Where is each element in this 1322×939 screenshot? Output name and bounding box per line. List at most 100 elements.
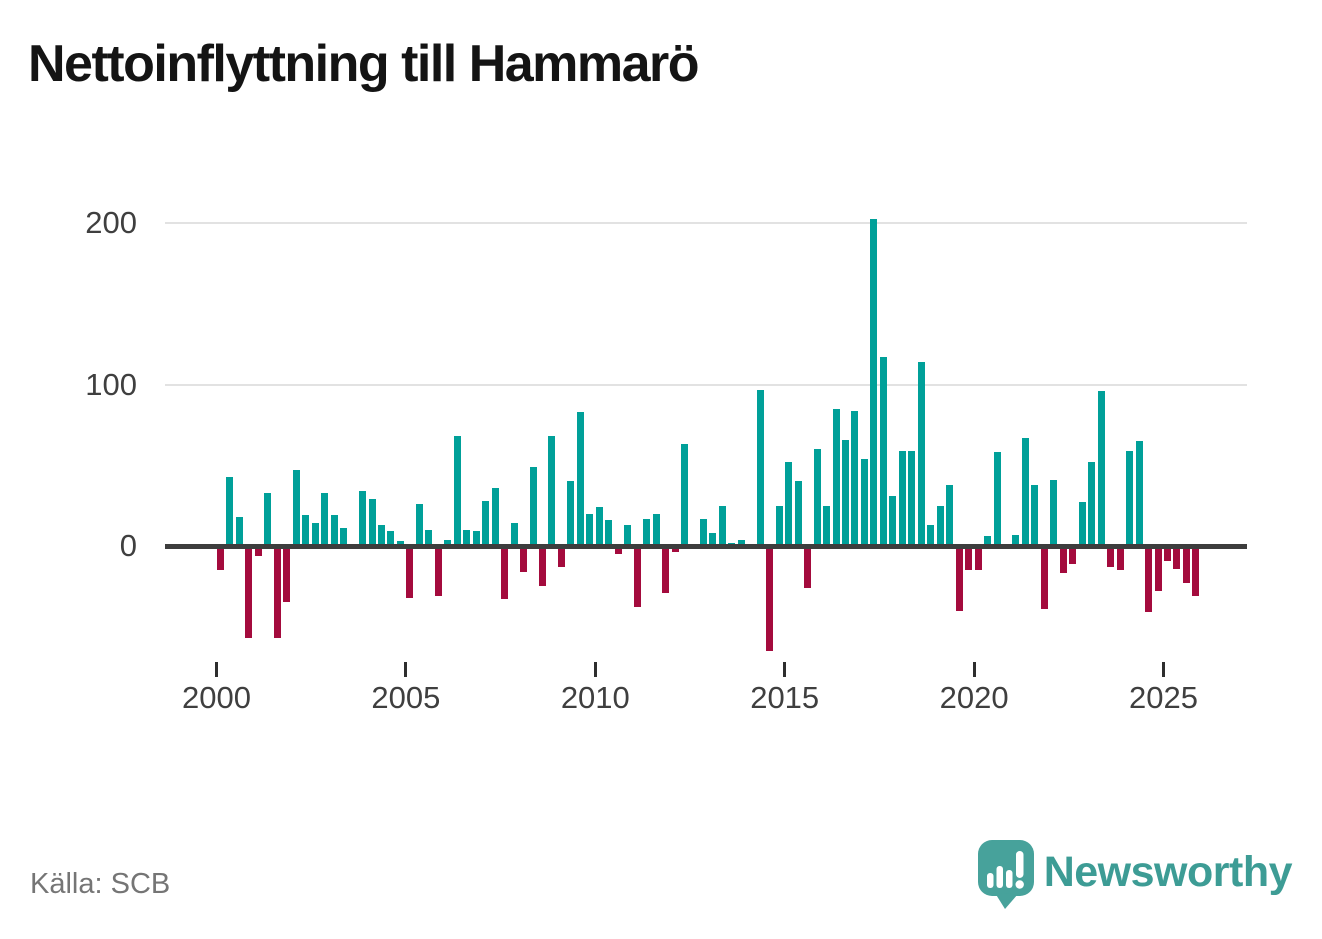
bar-2006-Q4 xyxy=(472,531,480,546)
bar-2007-Q4 xyxy=(510,523,518,546)
y-axis-label-0: 0 xyxy=(119,528,137,563)
y-axis-label-200: 200 xyxy=(85,205,137,241)
bar-2002-Q3 xyxy=(311,523,319,546)
source-caption: Källa: SCB xyxy=(30,868,171,900)
bar-2003-Q2 xyxy=(340,528,348,546)
bar-2008-Q3 xyxy=(538,546,546,587)
bar-2017-Q3 xyxy=(879,357,887,546)
x-tick-2005 xyxy=(404,662,408,677)
bar-2021-Q1 xyxy=(1012,534,1020,546)
newsworthy-logo: Newsworthy xyxy=(977,839,1293,916)
bar-2022-Q4 xyxy=(1078,502,1086,546)
bar-2008-Q4 xyxy=(548,436,556,546)
bar-2000-Q3 xyxy=(235,516,243,546)
bar-2007-Q1 xyxy=(482,500,490,546)
bar-2022-Q3 xyxy=(1069,546,1077,564)
bar-2010-Q4 xyxy=(624,525,632,546)
x-axis-label-2005: 2005 xyxy=(371,680,441,715)
bar-2024-Q2 xyxy=(1135,441,1143,546)
bar-2023-Q2 xyxy=(1097,391,1105,546)
speech-bubble-bar-chart-icon xyxy=(977,839,1035,916)
bar-2003-Q1 xyxy=(330,515,338,546)
bar-2023-Q1 xyxy=(1088,462,1096,546)
bar-2025-Q1 xyxy=(1164,546,1171,561)
bar-2016-Q3 xyxy=(842,439,850,546)
bar-2010-Q1 xyxy=(595,507,603,546)
bar-2002-Q1 xyxy=(292,470,300,546)
bar-2022-Q1 xyxy=(1050,479,1058,546)
bar-2024-Q3 xyxy=(1145,546,1153,613)
bar-2002-Q4 xyxy=(321,492,329,546)
bar-2001-Q2 xyxy=(264,492,272,546)
gridline-y-200 xyxy=(165,222,1247,225)
x-axis-label-2010: 2010 xyxy=(560,680,630,715)
bar-2012-Q4 xyxy=(699,518,707,546)
bar-2014-Q4 xyxy=(775,505,783,546)
bar-2009-Q4 xyxy=(586,513,594,546)
bar-2008-Q1 xyxy=(520,546,528,572)
x-axis-baseline xyxy=(165,543,1247,549)
x-tick-2015 xyxy=(783,662,787,677)
x-axis-label-2015: 2015 xyxy=(750,680,820,715)
bar-2019-Q4 xyxy=(965,546,973,571)
bar-2018-Q2 xyxy=(908,450,916,546)
bar-2019-Q3 xyxy=(955,546,963,611)
bar-2011-Q3 xyxy=(652,513,660,546)
bar-2023-Q4 xyxy=(1116,546,1124,571)
bar-2025-Q2 xyxy=(1173,546,1181,569)
bar-2025-Q3 xyxy=(1182,546,1190,584)
bar-2002-Q2 xyxy=(302,515,310,546)
bar-2001-Q4 xyxy=(283,546,291,603)
bar-2004-Q1 xyxy=(368,499,376,546)
y-axis-label-100: 100 xyxy=(85,366,137,402)
bar-2004-Q3 xyxy=(387,531,395,546)
bar-2004-Q2 xyxy=(377,525,385,546)
bar-2012-Q2 xyxy=(681,444,689,546)
bar-2008-Q2 xyxy=(529,466,537,546)
bar-2018-Q3 xyxy=(917,362,925,546)
x-tick-2025 xyxy=(1162,662,1165,677)
newsworthy-wordmark: Newsworthy xyxy=(1043,847,1293,896)
bar-2015-Q3 xyxy=(804,546,812,588)
bar-2011-Q1 xyxy=(633,546,641,608)
bar-2001-Q1 xyxy=(254,546,262,556)
x-tick-2020 xyxy=(972,662,976,677)
bar-2009-Q2 xyxy=(567,481,575,546)
bar-2005-Q2 xyxy=(415,504,423,546)
bar-2000-Q4 xyxy=(245,546,253,638)
bar-2007-Q3 xyxy=(501,546,509,600)
bar-2007-Q2 xyxy=(491,487,499,546)
bar-2013-Q4 xyxy=(737,539,745,546)
bar-2020-Q2 xyxy=(984,536,992,546)
bar-2013-Q2 xyxy=(718,505,726,546)
bar-2013-Q1 xyxy=(709,533,717,546)
bar-2003-Q4 xyxy=(359,491,367,546)
bar-2018-Q1 xyxy=(898,450,906,546)
bar-2024-Q1 xyxy=(1126,450,1134,546)
bar-2016-Q1 xyxy=(823,505,831,546)
bar-2020-Q3 xyxy=(993,452,1001,546)
bar-2005-Q4 xyxy=(434,546,442,596)
bar-2016-Q2 xyxy=(832,408,840,546)
x-axis-label-2025: 2025 xyxy=(1129,680,1198,715)
bar-2011-Q4 xyxy=(662,546,670,593)
bar-2023-Q3 xyxy=(1107,546,1115,567)
bar-2025-Q4 xyxy=(1192,546,1200,596)
bar-2015-Q2 xyxy=(794,481,802,546)
chart-title: Nettoinflyttning till Hammarö xyxy=(28,35,700,93)
bar-2024-Q4 xyxy=(1154,546,1162,592)
bar-2019-Q2 xyxy=(946,484,954,546)
bar-2014-Q3 xyxy=(766,546,774,651)
bar-2022-Q2 xyxy=(1059,546,1067,574)
bar-2006-Q3 xyxy=(463,529,471,546)
bar-2017-Q1 xyxy=(860,458,868,546)
bar-2000-Q1 xyxy=(217,546,224,571)
bar-2006-Q2 xyxy=(453,436,461,546)
x-tick-2010 xyxy=(593,662,597,677)
bar-2021-Q4 xyxy=(1040,546,1048,609)
bar-2010-Q2 xyxy=(605,520,613,546)
bar-2015-Q4 xyxy=(813,449,821,546)
bar-2010-Q3 xyxy=(614,546,622,555)
